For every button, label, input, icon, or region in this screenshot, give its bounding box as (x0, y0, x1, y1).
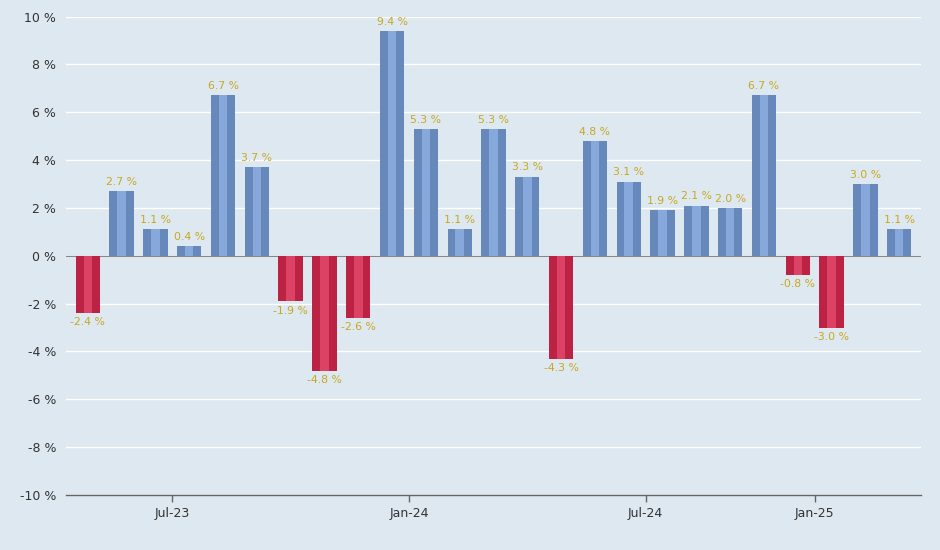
Text: 1.1 %: 1.1 % (140, 215, 171, 225)
Text: 3.7 %: 3.7 % (242, 153, 273, 163)
Text: 3.3 %: 3.3 % (511, 162, 542, 173)
Text: 1.1 %: 1.1 % (445, 215, 476, 225)
Bar (312, 256, 337, 371)
Bar (321, 256, 329, 371)
Text: -1.9 %: -1.9 % (274, 305, 308, 316)
Bar (820, 256, 844, 328)
Bar (718, 208, 743, 256)
Text: 6.7 %: 6.7 % (748, 81, 779, 91)
Bar (583, 141, 607, 256)
Bar (481, 129, 506, 256)
Text: 1.1 %: 1.1 % (884, 215, 915, 225)
Bar (515, 177, 540, 256)
Bar (244, 167, 269, 256)
Bar (752, 96, 776, 256)
Bar (760, 96, 768, 256)
Bar (211, 96, 235, 256)
Bar (650, 210, 675, 256)
Text: 0.4 %: 0.4 % (174, 232, 205, 242)
Bar (118, 191, 126, 256)
Bar (346, 256, 370, 318)
Bar (684, 206, 709, 256)
Bar (380, 31, 404, 256)
Bar (151, 229, 160, 256)
Bar (556, 256, 565, 359)
Bar (854, 184, 878, 256)
Bar (692, 206, 700, 256)
Text: 9.4 %: 9.4 % (377, 16, 408, 26)
Bar (624, 182, 633, 256)
Bar (726, 208, 734, 256)
Bar (827, 256, 836, 328)
Bar (658, 210, 666, 256)
Bar (75, 256, 100, 313)
Text: 2.0 %: 2.0 % (714, 194, 745, 204)
Bar (793, 256, 802, 275)
Text: 2.7 %: 2.7 % (106, 177, 137, 187)
Text: 6.7 %: 6.7 % (208, 81, 239, 91)
Bar (278, 256, 303, 301)
Bar (895, 229, 903, 256)
Bar (617, 182, 641, 256)
Bar (109, 191, 133, 256)
Bar (549, 256, 573, 359)
Text: 5.3 %: 5.3 % (478, 114, 509, 125)
Bar (388, 31, 397, 256)
Text: 3.1 %: 3.1 % (613, 167, 644, 177)
Bar (84, 256, 92, 313)
Bar (354, 256, 363, 318)
Bar (143, 229, 167, 256)
Bar (414, 129, 438, 256)
Text: -2.4 %: -2.4 % (70, 317, 105, 327)
Bar (590, 141, 599, 256)
Text: -0.8 %: -0.8 % (780, 279, 815, 289)
Text: 1.9 %: 1.9 % (647, 196, 678, 206)
Text: 3.0 %: 3.0 % (850, 169, 881, 180)
Text: -4.3 %: -4.3 % (543, 363, 578, 373)
Bar (422, 129, 431, 256)
Text: -2.6 %: -2.6 % (341, 322, 376, 332)
Bar (455, 229, 464, 256)
Text: 4.8 %: 4.8 % (579, 126, 610, 136)
Text: 2.1 %: 2.1 % (681, 191, 712, 201)
Bar (177, 246, 201, 256)
Bar (786, 256, 810, 275)
Bar (287, 256, 295, 301)
Bar (523, 177, 532, 256)
Bar (219, 96, 227, 256)
Text: 5.3 %: 5.3 % (411, 114, 442, 125)
Bar (489, 129, 498, 256)
Text: -4.8 %: -4.8 % (307, 375, 342, 385)
Bar (185, 246, 194, 256)
Bar (861, 184, 870, 256)
Bar (887, 229, 912, 256)
Text: -3.0 %: -3.0 % (814, 332, 849, 342)
Bar (253, 167, 261, 256)
Bar (447, 229, 472, 256)
